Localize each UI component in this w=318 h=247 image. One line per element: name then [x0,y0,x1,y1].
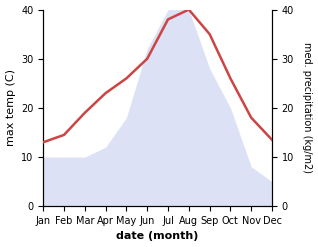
Y-axis label: max temp (C): max temp (C) [5,69,16,146]
Y-axis label: med. precipitation (kg/m2): med. precipitation (kg/m2) [302,42,313,173]
X-axis label: date (month): date (month) [116,231,199,242]
